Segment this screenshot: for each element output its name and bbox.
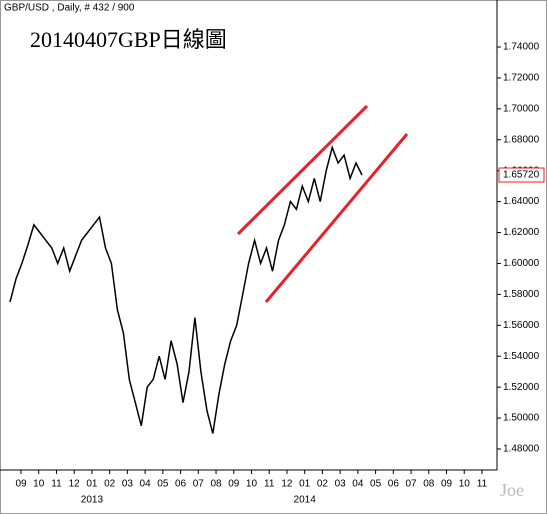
- x-tick-label: 10: [246, 479, 258, 490]
- x-tick-label: 04: [140, 479, 152, 490]
- y-tick-label: 1.56000: [503, 320, 540, 331]
- y-tick-label: 1.60000: [503, 258, 540, 269]
- x-tick-label: 05: [370, 479, 382, 490]
- price-line: [9, 145, 363, 434]
- x-tick-label: 10: [33, 479, 45, 490]
- watermark: Joe: [500, 480, 524, 500]
- y-tick-label: 1.72000: [503, 73, 540, 84]
- x-tick-label: 12: [69, 479, 81, 490]
- chart-title: 20140407GBP日線圖: [30, 27, 227, 52]
- x-tick-label: 12: [281, 479, 293, 490]
- last-price-label: 1.65720: [503, 170, 540, 181]
- last-price-box: [498, 167, 545, 183]
- x-tick-label: 08: [210, 479, 222, 490]
- x-tick-label: 04: [352, 479, 364, 490]
- y-tick-label: 1.52000: [503, 382, 540, 393]
- x-tick-label: 11: [477, 479, 488, 490]
- x-tick-label: 06: [175, 479, 187, 490]
- trend-line-lower: [264, 133, 409, 303]
- x-tick-label: 09: [441, 479, 453, 490]
- x-tick-label: 02: [104, 479, 116, 490]
- x-tick-label: 09: [15, 479, 27, 490]
- x-tick-label: 05: [157, 479, 169, 490]
- x-tick-label: 06: [388, 479, 400, 490]
- year-label: 2013: [81, 495, 104, 506]
- x-tick-label: 07: [193, 479, 205, 490]
- x-tick-label: 03: [335, 479, 347, 490]
- x-tick-label: 11: [51, 479, 62, 490]
- y-tick-label: 1.68000: [503, 134, 540, 145]
- y-tick-label: 1.50000: [503, 413, 540, 424]
- x-tick-label: 01: [86, 479, 98, 490]
- y-tick-label: 1.54000: [503, 351, 540, 362]
- x-tick-label: 03: [122, 479, 134, 490]
- y-tick-label: 1.48000: [503, 444, 540, 455]
- x-tick-label: 08: [423, 479, 435, 490]
- year-label: 2014: [294, 495, 317, 506]
- x-tick-label: 10: [459, 479, 471, 490]
- x-tick-label: 11: [264, 479, 275, 490]
- x-tick-label: 01: [299, 479, 311, 490]
- x-tick-label: 02: [317, 479, 329, 490]
- y-tick-label: 1.62000: [503, 227, 540, 238]
- y-tick-label: 1.74000: [503, 42, 540, 53]
- x-tick-label: 09: [228, 479, 240, 490]
- trend-line-upper: [236, 104, 369, 236]
- y-tick-label: 1.58000: [503, 289, 540, 300]
- x-tick-label: 07: [405, 479, 417, 490]
- y-tick-label: 1.64000: [503, 196, 540, 207]
- y-tick-label: 1.70000: [503, 103, 540, 114]
- header: GBP/USD , Daily, # 432 / 900: [4, 3, 135, 14]
